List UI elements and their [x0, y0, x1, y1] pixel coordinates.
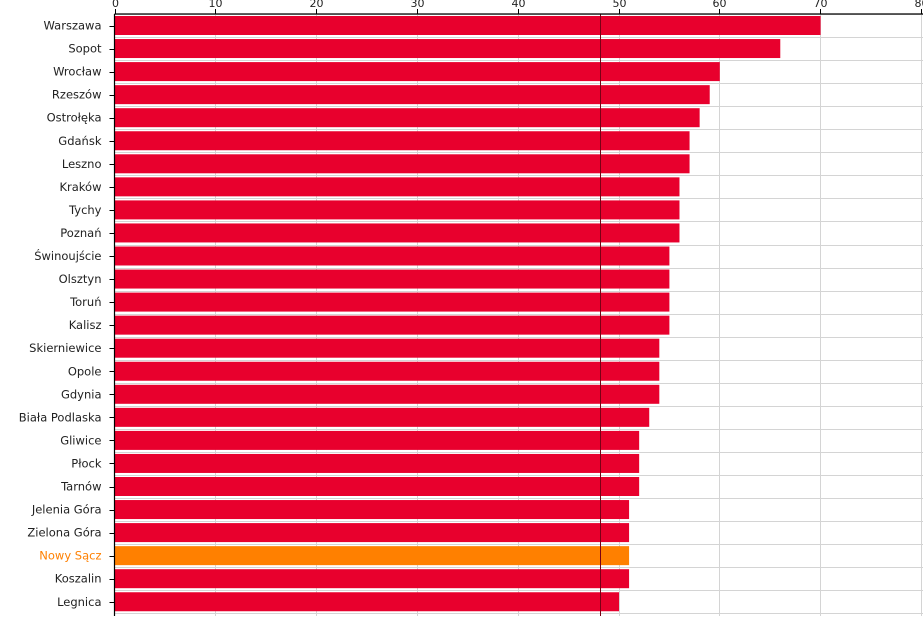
category-label: Gliwice [60, 433, 101, 447]
category-labels: Warszawa Sopot Wrocław Rzeszów Ostrołęka Gdań… [19, 19, 115, 609]
bar [115, 270, 669, 289]
bar [115, 154, 690, 173]
category-label: Zielona Góra [27, 526, 101, 540]
category-label: Kalisz [69, 318, 102, 332]
category-label: Koszalin [55, 572, 102, 586]
category-label: Płock [71, 456, 102, 470]
category-label: Leszno [62, 157, 102, 171]
x-tick-label: 50 [613, 0, 627, 10]
category-label: Świnoujście [34, 248, 101, 263]
bar [115, 454, 639, 473]
category-label: Ostrołęka [47, 111, 102, 125]
category-label: Sopot [68, 42, 102, 56]
category-label: Poznań [60, 226, 101, 240]
category-label: Gdańsk [58, 134, 102, 148]
category-label: Wrocław [53, 65, 101, 79]
bar [115, 500, 629, 519]
bar [115, 247, 669, 266]
x-tick-label: 20 [310, 0, 324, 10]
category-label: Legnica [57, 595, 101, 609]
x-tick-label: 30 [411, 0, 425, 10]
bar [115, 408, 649, 427]
category-label: Warszawa [44, 19, 102, 33]
category-label: Gdynia [61, 387, 102, 401]
x-tick-label: 0 [112, 0, 119, 10]
bar [115, 177, 679, 196]
bar [115, 385, 659, 404]
bar [115, 316, 669, 335]
category-label: Toruń [69, 295, 101, 309]
x-tick-label: 10 [209, 0, 223, 10]
category-label: Olsztyn [59, 272, 102, 286]
x-tick-label: 80 [915, 0, 923, 10]
bar [115, 293, 669, 312]
bar [115, 362, 659, 381]
x-tick-label: 40 [512, 0, 526, 10]
bar [115, 200, 679, 219]
bar [115, 477, 639, 496]
category-label: Rzeszów [52, 88, 102, 102]
category-label: Kraków [59, 180, 101, 194]
category-label: Tychy [68, 203, 102, 217]
category-label: Biała Podlaska [19, 410, 102, 424]
bar [115, 223, 679, 242]
category-label: Opole [68, 364, 102, 378]
bar [115, 523, 629, 542]
bar [115, 16, 821, 35]
category-label: Tarnów [60, 480, 101, 494]
category-label: Jelenia Góra [31, 503, 102, 517]
bar [115, 569, 629, 588]
bar [115, 62, 720, 81]
bar [115, 39, 780, 58]
bar [115, 85, 710, 104]
bar [115, 431, 639, 450]
bar [115, 108, 700, 127]
category-label: Skierniewice [29, 341, 101, 355]
category-label-highlighted: Nowy Sącz [39, 549, 101, 563]
bar [115, 339, 659, 358]
x-tick-label: 60 [713, 0, 727, 10]
x-tick-label: 70 [814, 0, 828, 10]
bar [115, 592, 619, 611]
bar [115, 131, 690, 150]
bar-highlighted [115, 546, 629, 565]
